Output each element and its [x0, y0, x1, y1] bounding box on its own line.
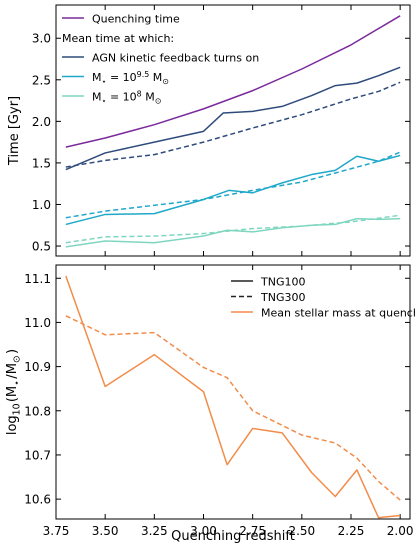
x-tick-label: 2.50 [288, 524, 315, 538]
x-tick-label: 2.25 [338, 524, 365, 538]
y-tick-label: 3.0 [32, 32, 51, 46]
x-axis-label: Quenching redshift [171, 529, 295, 544]
top-series-group [65, 15, 401, 248]
top-panel-frame [55, 4, 411, 257]
series-line-1 [65, 66, 401, 171]
y-tick-label: 10.8 [24, 404, 51, 418]
x-tick-label: 3.00 [190, 524, 217, 538]
y-tick-label: 10.9 [24, 360, 51, 374]
series-line-2 [65, 81, 401, 168]
x-tick-label: 2.75 [239, 524, 266, 538]
y-tick-label: 1.5 [32, 156, 51, 170]
top-y-axis-label: Time [Gyr] [7, 96, 22, 166]
legend-label-0: Quenching time [92, 13, 180, 26]
y-tick-label: 11.1 [24, 272, 51, 286]
series-line-4 [65, 151, 401, 219]
series-line-0 [65, 15, 401, 148]
legend-label-2: Mean stellar mass at quenching [261, 307, 415, 320]
x-tick-label: 2.00 [387, 524, 414, 538]
y-tick-label: 10.7 [24, 448, 51, 462]
bottom-panel-frame [55, 264, 411, 520]
legend-label-1: TNG300 [260, 291, 305, 304]
bottom-legend: TNG100 TNG300 Mean stellar mass at quenchi… [231, 276, 415, 320]
y-tick-label: 2.0 [32, 115, 51, 129]
top-panel: 0.5 1.0 1.5 2.0 2.5 3.0 Quenching time Mean ti… [7, 4, 411, 257]
legend-heading: Mean time at which: [62, 32, 174, 45]
legend-label-2: AGN kinetic feedback turns on [92, 52, 259, 65]
legend-label-0: TNG100 [260, 276, 305, 289]
bottom-ticks: 10.6 10.7 10.8 10.9 11.0 11.1 3.75 3.50 3.25 3.00… [24, 265, 414, 538]
legend-label-3: M⋆ = 109.5 M⊙ [92, 70, 170, 86]
bottom-y-axis-label: log10 (M⋆ /M⊙ ) [5, 349, 23, 435]
x-tick-label: 3.75 [43, 524, 70, 538]
y-tick-label: 0.5 [32, 240, 51, 254]
bottom-series-group [65, 275, 401, 519]
series-line-6 [65, 214, 401, 244]
top-y-ticks: 0.5 1.0 1.5 2.0 2.5 3.0 [32, 5, 410, 256]
legend-label-4: M⋆ = 108 M⊙ [92, 89, 162, 105]
series-line-0 [65, 275, 401, 519]
x-tick-label: 3.25 [141, 524, 168, 538]
y-tick-label: 10.6 [24, 493, 51, 507]
series-line-5 [65, 217, 401, 248]
y-tick-label: 2.5 [32, 73, 51, 87]
y-tick-label: 1.0 [32, 198, 51, 212]
series-line-1 [65, 315, 401, 501]
x-tick-label: 3.50 [92, 524, 119, 538]
bottom-panel: 10.6 10.7 10.8 10.9 11.0 11.1 3.75 3.50 3.25 3.00… [5, 264, 415, 544]
top-legend: Quenching time Mean time at which: AGN kin… [62, 13, 259, 106]
y-tick-label: 11.0 [24, 316, 51, 330]
